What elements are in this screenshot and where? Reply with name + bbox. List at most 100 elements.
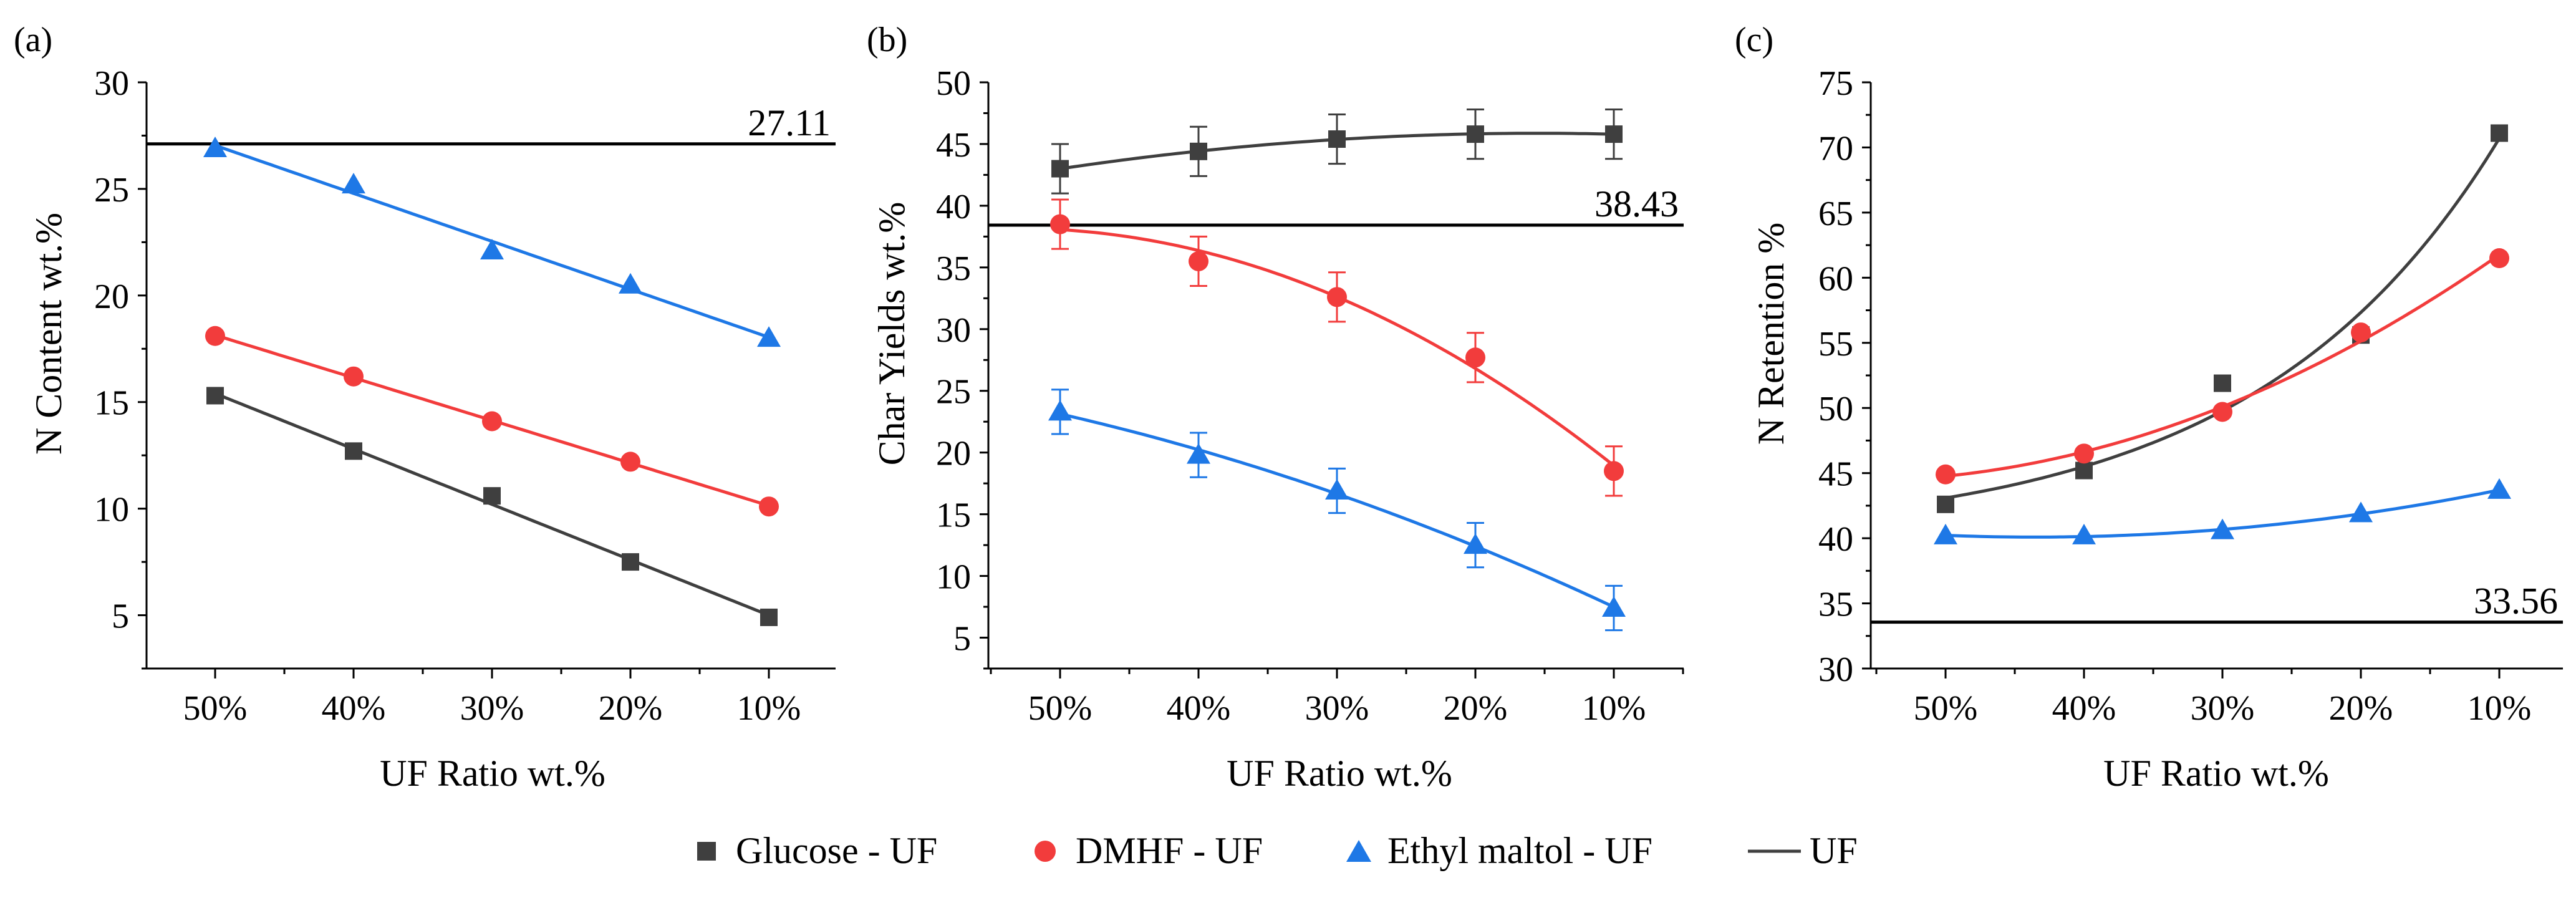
panel-a-y-tick-label: 15 — [94, 384, 129, 423]
panel-a-dmhf-point — [344, 366, 364, 387]
panel-b-y-tick-label: 40 — [936, 188, 971, 226]
panel-a-glucose-point — [206, 387, 224, 405]
panel-b-y-tick-label: 35 — [936, 249, 971, 288]
panel-a-reference-label: 27.11 — [748, 102, 831, 143]
panel-b-dmhf-point — [1050, 214, 1070, 234]
panel-b-dmhf-fit-line — [1059, 228, 1615, 467]
panel-a-ethyl-point — [480, 239, 504, 260]
panel-c-y-tick-label: 65 — [1818, 195, 1853, 233]
panel-b-glucose-point — [1605, 125, 1623, 143]
panel-c-x-tick-label: 10% — [2467, 689, 2532, 728]
panel-b-ethyl-point — [1187, 443, 1210, 464]
panel-c-ethyl-point — [2487, 478, 2511, 499]
panel-c-y-tick-label: 60 — [1818, 259, 1853, 298]
legend-uf-label: UF — [1810, 830, 1858, 871]
panel-a-ethyl-point — [619, 273, 642, 294]
panel-b-ethyl-point — [1464, 533, 1487, 554]
panel-c-y-axis-label: N Retention % — [1750, 223, 1792, 445]
panel-c-dmhf-point — [2074, 443, 2094, 464]
panel-b-label: (b) — [867, 21, 907, 59]
panel-c-y-tick-label: 30 — [1818, 650, 1853, 689]
panel-a-x-axis-label: UF Ratio wt.% — [380, 753, 605, 794]
panel-b-x-tick-label: 40% — [1167, 689, 1231, 728]
panel-b-x-axis-label: UF Ratio wt.% — [1227, 753, 1452, 794]
panel-c-dmhf-fit-line — [1945, 253, 2501, 478]
legend-glucose-label: Glucose - UF — [736, 830, 937, 871]
panel-c-y-tick-label: 40 — [1818, 520, 1853, 559]
panel-c-x-axis-label: UF Ratio wt.% — [2103, 753, 2329, 794]
panel-b-dmhf-point — [1327, 287, 1347, 307]
panel-c-dmhf-point — [1936, 464, 1956, 485]
panel-c-ethyl-point — [2211, 518, 2234, 539]
panel-c-glucose-point — [1937, 495, 1954, 513]
panel-a-y-tick-label: 25 — [94, 171, 129, 210]
panel-b-ethyl-point — [1602, 596, 1626, 617]
panel-c-label: (c) — [1735, 21, 1773, 59]
panel-b-x-tick-label: 10% — [1582, 689, 1646, 728]
panel-b-y-tick-label: 25 — [936, 373, 971, 412]
panel-a-glucose-point — [345, 442, 362, 460]
panel-c-ethyl-point — [2349, 501, 2373, 523]
panel-c: (c) N Retention % UF Ratio wt.% 30 35 40 45… — [1735, 21, 2563, 794]
panel-a-y-tick-label: 10 — [94, 491, 129, 529]
panel-b-ethyl-point — [1048, 400, 1072, 421]
panel-b-y-tick-label: 10 — [936, 558, 971, 597]
panel-c-x-tick-label: 30% — [2191, 689, 2255, 728]
panel-a-dmhf-point — [620, 451, 640, 472]
panel-b-x-tick-label: 30% — [1305, 689, 1369, 728]
legend-dmhf-marker — [1035, 841, 1056, 862]
panel-a-x-tick-label: 40% — [322, 689, 386, 728]
panel-b-y-tick-label: 5 — [953, 620, 971, 659]
panel-a-ethyl-point — [757, 326, 781, 347]
panel-b-y-tick-label: 20 — [936, 435, 971, 473]
panel-b-glucose-point — [1051, 160, 1069, 178]
legend: Glucose - UF DMHF - UF Ethyl maltol - UF… — [697, 830, 1858, 871]
panel-b-dmhf-point — [1189, 251, 1208, 271]
panel-a-glucose-point — [622, 553, 639, 571]
panel-c-glucose-point — [2075, 461, 2093, 480]
panel-a-x-tick-label: 50% — [183, 689, 248, 728]
legend-glucose-marker — [697, 842, 716, 861]
panel-c-y-tick-label: 50 — [1818, 390, 1853, 428]
panel-c-dmhf-point — [2351, 322, 2371, 343]
panel-c-reference-label: 33.56 — [2474, 581, 2558, 622]
panel-a-label: (a) — [14, 21, 52, 59]
panel-b-y-tick-label: 50 — [936, 64, 971, 103]
panel-b-glucose-point — [1190, 142, 1207, 160]
panel-b-y-tick-label: 30 — [936, 311, 971, 350]
panel-b-reference-label: 38.43 — [1594, 183, 1679, 224]
panel-c-y-tick-label: 70 — [1818, 129, 1853, 168]
panel-c-glucose-point — [2214, 374, 2231, 392]
panel-b: (b) Char Yields wt.% UF Ratio wt.% 5 10 15… — [867, 21, 1684, 794]
panel-b-dmhf-point — [1604, 461, 1624, 481]
panel-a-x-tick-label: 20% — [599, 689, 663, 728]
panel-c-y-tick-label: 35 — [1818, 586, 1853, 624]
panel-a-dmhf-point — [205, 326, 225, 346]
panel-c-dmhf-point — [2489, 248, 2509, 268]
panel-c-glucose-point — [2491, 124, 2508, 142]
panel-a-y-tick-label: 20 — [94, 278, 129, 316]
panel-a-y-axis-label: N Content wt.% — [28, 213, 69, 455]
panel-c-x-tick-label: 20% — [2329, 689, 2393, 728]
panel-b-y-axis-label: Char Yields wt.% — [871, 202, 912, 466]
panel-a-ethyl-point — [342, 173, 365, 194]
panel-b-x-tick-label: 50% — [1028, 689, 1093, 728]
panel-a-glucose-point — [760, 608, 778, 626]
panel-b-ethyl-point — [1325, 479, 1349, 500]
panel-b-dmhf-point — [1465, 347, 1485, 368]
panel-c-x-tick-label: 40% — [2052, 689, 2116, 728]
panel-c-ethyl-point — [2072, 523, 2096, 544]
panel-a-dmhf-point — [482, 411, 502, 432]
panel-c-y-tick-label: 55 — [1818, 325, 1853, 364]
panel-c-glucose-fit-line — [1945, 137, 2501, 500]
panel-a: (a) N Content wt.% UF Ratio wt.% 5 10 15 20… — [14, 21, 836, 794]
panel-c-y-tick-label: 75 — [1818, 64, 1853, 103]
legend-ethyl-label: Ethyl maltol - UF — [1387, 830, 1652, 871]
panel-b-y-tick-label: 45 — [936, 126, 971, 165]
panel-a-glucose-point — [483, 487, 501, 505]
legend-ethyl-marker — [1346, 840, 1371, 862]
panel-a-dmhf-point — [759, 496, 779, 517]
panel-a-x-tick-label: 10% — [737, 689, 801, 728]
panel-c-y-tick-label: 45 — [1818, 455, 1853, 494]
